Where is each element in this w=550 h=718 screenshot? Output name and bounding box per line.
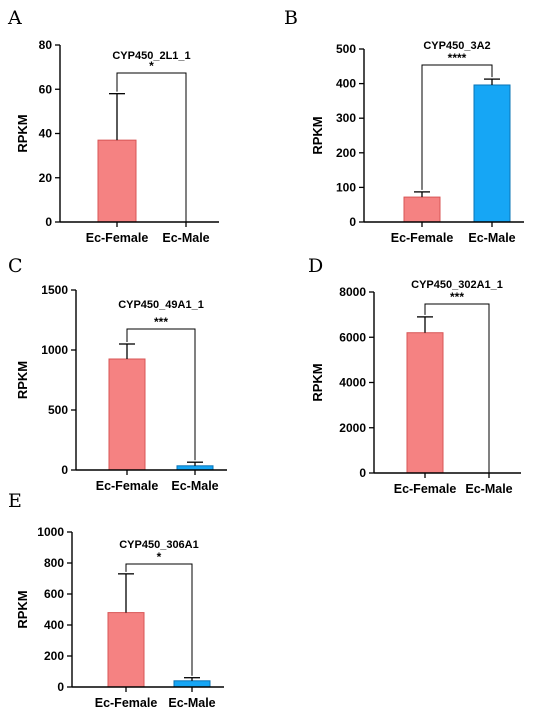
x-tick-label: Ec-Male [465, 482, 512, 496]
y-axis-label: RPKM [310, 116, 325, 154]
y-tick-label: 0 [349, 215, 356, 229]
panel-e: E CYP450_306A1 RPKM 0 200 400 600 800 1000 Ec-Fem… [8, 490, 224, 710]
y-tick-label: 500 [336, 42, 356, 56]
chart-title: CYP450_49A1_1 [118, 299, 204, 311]
bar-ec-male [173, 680, 211, 688]
chart-title: CYP450_302A1_1 [411, 279, 503, 291]
y-tick-label: 20 [39, 171, 53, 185]
x-tick-label: Ec-Female [394, 482, 457, 496]
panel-letter: C [8, 255, 23, 277]
y-tick-label: 60 [39, 82, 53, 96]
x-tick-label: Ec-Female [86, 231, 149, 245]
y-tick-label: 200 [336, 146, 356, 160]
y-axis-label: RPKM [15, 590, 30, 628]
significance-label: * [157, 550, 162, 564]
y-tick-label: 2000 [339, 421, 366, 435]
y-tick-label: 300 [336, 111, 356, 125]
y-axis-label: RPKM [15, 114, 30, 152]
bar-ec-female [403, 196, 441, 223]
y-tick-label: 1000 [37, 525, 64, 539]
bar-ec-female [107, 612, 145, 688]
significance-label: * [149, 59, 154, 73]
y-tick-label: 4000 [339, 376, 366, 390]
panel-d: D CYP450_302A1_1 RPKM 0 2000 4000 6000 8000 Ec-F… [308, 255, 521, 496]
y-tick-label: 6000 [339, 330, 366, 344]
y-tick-label: 1500 [41, 283, 68, 297]
significance-bracket [125, 563, 193, 676]
bar-ec-female [97, 139, 137, 223]
y-tick-label: 400 [336, 77, 356, 91]
y-tick-label: 800 [44, 556, 64, 570]
y-tick-label: 1000 [41, 343, 68, 357]
significance-label: *** [450, 290, 464, 304]
y-tick-label: 0 [57, 680, 64, 694]
significance-bracket [424, 303, 490, 473]
panel-letter: B [284, 7, 298, 29]
y-tick-label: 0 [359, 466, 366, 480]
y-tick-label: 200 [44, 649, 64, 663]
y-tick-label: 0 [45, 215, 52, 229]
panel-a: A CYP450_2L1_1 RPKM 0 20 40 60 80 Ec-Female Ec-Ma… [7, 7, 219, 245]
significance-label: *** [154, 315, 168, 329]
panel-letter: A [7, 7, 22, 29]
chart-title: CYP450_2L1_1 [112, 50, 190, 62]
y-tick-label: 80 [39, 38, 53, 52]
significance-bracket [116, 72, 187, 222]
x-tick-label: Ec-Female [391, 231, 454, 245]
significance-label: **** [448, 51, 467, 65]
chart-title: CYP450_3A2 [423, 40, 490, 52]
y-tick-label: 500 [48, 403, 68, 417]
panel-letter: D [308, 255, 323, 277]
y-axis-label: RPKM [15, 361, 30, 399]
panel-letter: E [8, 490, 22, 512]
y-tick-label: 40 [39, 127, 53, 141]
x-tick-label: Ec-Male [168, 696, 215, 710]
significance-bracket [126, 328, 196, 461]
panel-b: B CYP450_3A2 RPKM 0 100 200 300 400 500 Ec-Female… [284, 7, 524, 245]
significance-bracket [421, 64, 493, 190]
y-tick-label: 100 [336, 180, 356, 194]
y-tick-label: 600 [44, 587, 64, 601]
x-tick-label: Ec-Male [468, 231, 515, 245]
x-tick-label: Ec-Male [171, 479, 218, 493]
panel-c: C CYP450_49A1_1 RPKM 0 500 1000 1500 Ec-Female E… [8, 255, 227, 493]
y-axis-label: RPKM [310, 363, 325, 401]
bar-ec-female [108, 358, 146, 471]
chart-title: CYP450_306A1 [119, 539, 199, 551]
x-tick-label: Ec-Male [162, 231, 209, 245]
bar-ec-male [473, 84, 511, 223]
y-tick-label: 8000 [339, 285, 366, 299]
y-tick-label: 400 [44, 618, 64, 632]
bar-ec-female [406, 332, 444, 474]
y-tick-label: 0 [61, 463, 68, 477]
x-tick-label: Ec-Female [96, 479, 159, 493]
x-tick-label: Ec-Female [95, 696, 158, 710]
